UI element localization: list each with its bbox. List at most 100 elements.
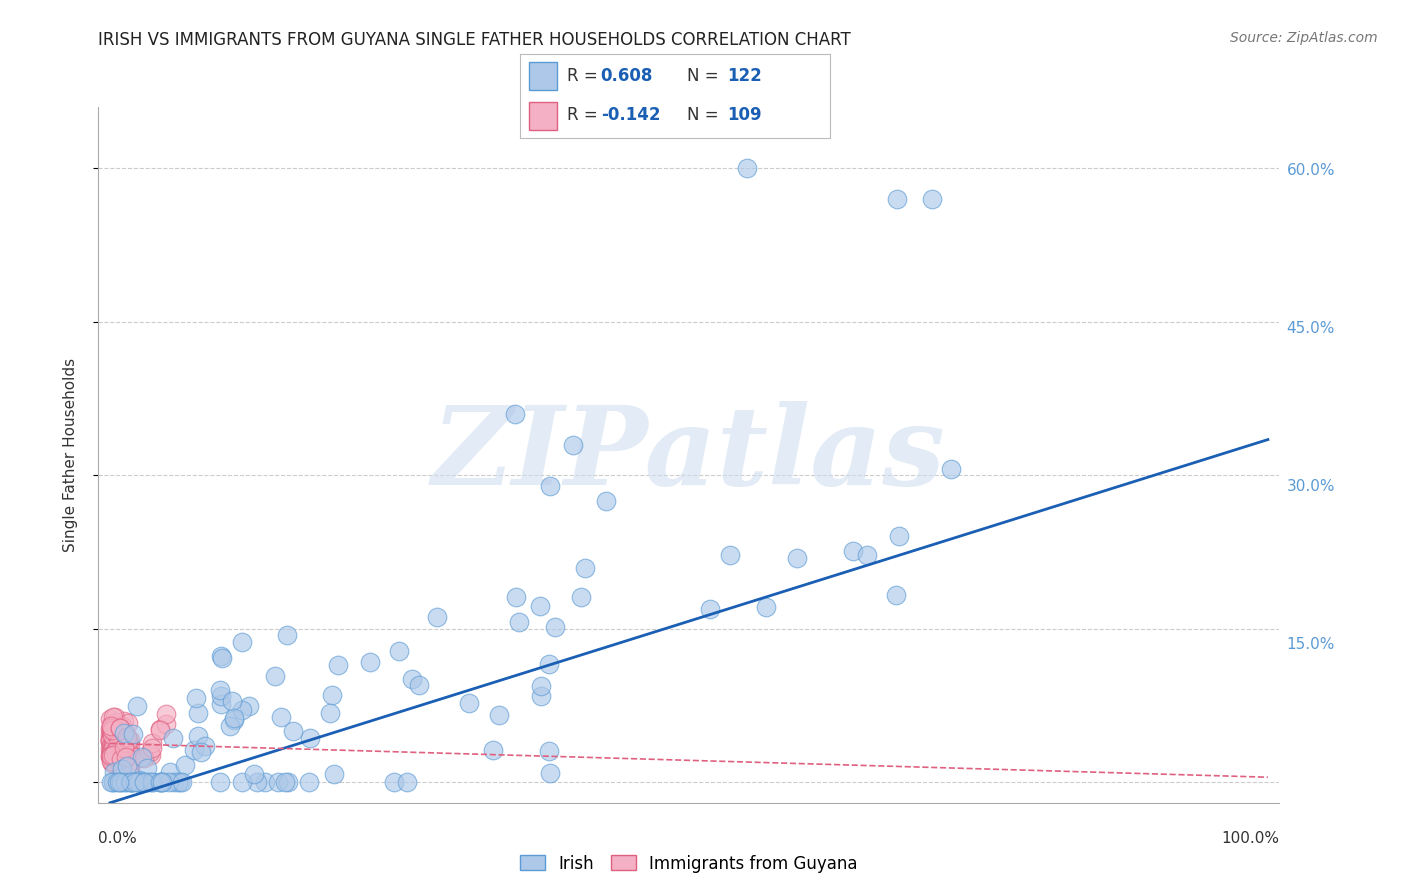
Point [118,761,141,775]
Point [112,740,135,755]
Point [134,775,156,789]
Text: 45.0%: 45.0% [1286,321,1334,336]
Point [100,740,122,755]
Point [101,739,124,754]
Point [110,728,132,742]
Point [105,747,128,762]
Text: 30.0%: 30.0% [1286,479,1334,494]
Point [141,775,163,789]
Point [152,775,174,789]
Point [101,740,124,755]
Point [134,751,156,765]
Point [100,739,122,753]
Point [382,775,405,789]
Point [101,731,124,745]
Point [319,706,342,721]
Point [297,775,319,789]
Point [941,462,963,476]
Point [718,548,741,562]
Point [505,590,527,604]
Point [98,712,121,726]
Point [108,721,131,735]
Point [100,775,122,789]
Point [360,656,382,670]
Point [155,707,177,722]
Text: 122: 122 [727,67,762,85]
Text: 0.0%: 0.0% [98,831,138,846]
Point [115,736,138,750]
Point [127,775,149,789]
Point [107,723,129,738]
Point [174,758,197,772]
Point [149,722,172,736]
Point [544,620,567,634]
Point [735,161,758,176]
Text: N =: N = [688,67,724,85]
Point [276,628,298,642]
Point [162,731,184,745]
Point [98,728,121,742]
Point [190,745,212,759]
Point [100,734,122,748]
Point [114,714,136,729]
Point [121,775,143,789]
Point [569,591,592,605]
Point [121,775,143,789]
Point [105,751,128,765]
Point [98,734,121,748]
Point [104,716,127,731]
Point [274,775,297,789]
Point [103,775,125,789]
Point [103,748,125,763]
Point [488,707,510,722]
Text: N =: N = [688,106,724,124]
Point [101,775,124,789]
Point [124,753,146,767]
Point [150,775,173,789]
Point [131,775,153,789]
Text: 60.0%: 60.0% [1286,163,1334,178]
Point [172,775,194,789]
Point [105,775,128,789]
Point [114,775,136,789]
Point [149,775,172,789]
Point [100,747,122,762]
Point [103,764,125,779]
Point [100,748,122,763]
Point [100,733,122,747]
Point [326,657,349,672]
Point [100,724,122,739]
Point [270,710,292,724]
Point [103,747,125,761]
Point [117,715,139,730]
Point [107,747,129,761]
Point [103,733,125,747]
Point [186,729,208,743]
Point [101,745,124,759]
Point [107,756,129,770]
Point [120,775,142,789]
Point [105,733,128,747]
Point [104,736,127,750]
Point [408,678,430,692]
Point [111,719,134,733]
Point [103,747,125,762]
Point [108,738,131,752]
Point [117,745,139,759]
Text: R =: R = [567,106,603,124]
Point [537,657,560,671]
Point [101,721,124,735]
Point [208,683,231,698]
Point [100,722,122,736]
Text: 0.608: 0.608 [600,67,652,85]
Point [841,544,863,558]
Point [104,731,127,746]
Point [110,752,132,766]
Legend: Irish, Immigrants from Guyana: Irish, Immigrants from Guyana [513,848,865,880]
Point [104,738,127,752]
Point [159,765,181,780]
Point [254,775,277,789]
Point [856,548,879,562]
Point [100,749,122,764]
Point [884,588,907,602]
